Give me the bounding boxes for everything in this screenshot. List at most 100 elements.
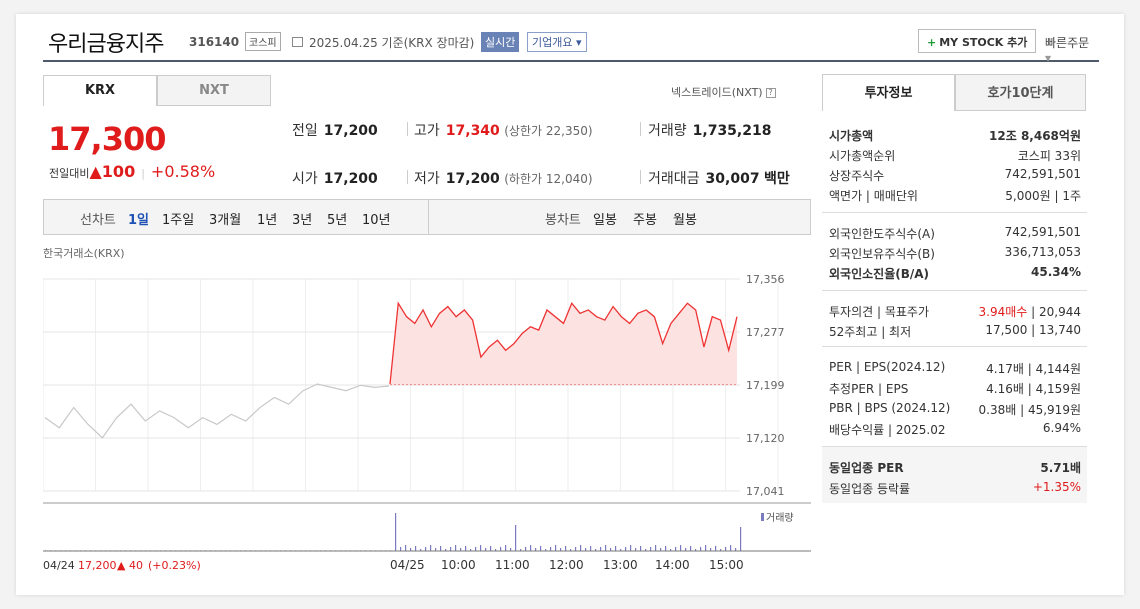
help-icon[interactable]: ? [765, 88, 776, 98]
volume-bar [510, 548, 512, 551]
period-5y[interactable]: 5년 [327, 213, 348, 228]
volume-bar [575, 547, 577, 551]
calendar-icon [292, 37, 303, 47]
period-3y[interactable]: 3년 [292, 213, 313, 228]
volume-bar [650, 547, 652, 551]
info-row: 추정PER | EPS 4.16배 | 4,159원 [829, 382, 1081, 396]
volume-bar [680, 545, 682, 551]
info-row: 액면가 | 매매단위 5,000원 | 1주 [829, 189, 1081, 203]
volume-bar [420, 549, 422, 551]
market-badge: 코스피 [245, 32, 281, 51]
volume-bar [565, 546, 567, 551]
volume-bar [410, 548, 412, 551]
info-row: 시가총액순위 코스피 33위 [829, 149, 1081, 163]
volume-bar [395, 513, 397, 551]
stock-header: 우리금융지주 316140 코스피 2025.04.25 기준(KRX 장마감)… [43, 24, 1099, 65]
info-row: 외국인소진율(B/A) 45.34% [829, 265, 1081, 281]
x-tick-label: 14:00 [655, 558, 690, 572]
volume-bar [660, 548, 662, 551]
period-1d[interactable]: 1일 [128, 213, 150, 228]
volume-bar [540, 546, 542, 551]
volume-bar [675, 547, 677, 551]
company-info-dropdown[interactable]: 기업개요 ▾ [527, 32, 587, 52]
stat-low: 저가 17,200 (하한가 12,040) [414, 171, 593, 187]
chevron-down-icon: ▾ [1045, 51, 1052, 65]
candle-weekly[interactable]: 주봉 [633, 213, 657, 228]
volume-bar [535, 548, 537, 551]
period-10y[interactable]: 10년 [362, 213, 391, 228]
stock-name: 우리금융지주 [48, 32, 164, 57]
volume-bar [520, 549, 522, 551]
volume-bar [525, 547, 527, 551]
volume-bar [610, 548, 612, 551]
volume-bar [480, 545, 482, 551]
volume-bar [580, 545, 582, 551]
volume-bar [545, 549, 547, 551]
tab-nxt[interactable]: NXT [157, 75, 271, 106]
info-row: 52주최고 | 최저 17,500 | 13,740 [829, 323, 1081, 339]
volume-bar [595, 549, 597, 551]
realtime-badge[interactable]: 실시간 [481, 32, 520, 52]
volume-bar [405, 545, 407, 551]
y-tick-label: 17,356 [746, 273, 785, 286]
volume-bar [605, 545, 607, 551]
y-tick-label: 17,120 [746, 432, 785, 445]
volume-bar [490, 546, 492, 551]
volume-bar [495, 549, 497, 551]
my-stock-add-button[interactable]: + MY STOCK 추가 [918, 29, 1037, 53]
volume-bar [415, 546, 417, 551]
info-row: PBR | BPS (2024.12) 0.38배 | 45,919원 [829, 401, 1081, 417]
candle-daily[interactable]: 일봉 [593, 213, 617, 228]
period-3m[interactable]: 3개월 [209, 213, 242, 228]
tab-krx[interactable]: KRX [43, 75, 157, 106]
volume-bar [670, 549, 672, 551]
candle-monthly[interactable]: 월봉 [673, 213, 697, 228]
volume-label: 거래량 [766, 512, 794, 524]
period-1y[interactable]: 1년 [257, 213, 278, 228]
section-divider [822, 212, 1087, 213]
line-chart-label: 선차트 [80, 213, 116, 228]
tab-invest-info[interactable]: 투자정보 [822, 74, 955, 111]
volume-bar [455, 545, 457, 551]
volume-bar [450, 547, 452, 551]
volume-bar [440, 546, 442, 551]
nxt-link[interactable]: 넥스트레이드(NXT)? [671, 84, 776, 100]
x-tick-label: 15:00 [709, 558, 744, 572]
volume-bar [425, 547, 427, 551]
info-row: 외국인한도주식수(A) 742,591,501 [829, 225, 1081, 241]
volume-bar [515, 525, 517, 551]
price-chart[interactable]: 17,356 17,277 17,199 17,120 17,041 거래량 04/25… [43, 273, 811, 577]
volume-bar [435, 548, 437, 551]
x-tick-label: 12:00 [549, 558, 584, 572]
volume-bar [475, 547, 477, 551]
x-tick-label: 11:00 [495, 558, 530, 572]
tab-order-book[interactable]: 호가10단계 [955, 74, 1086, 111]
volume-bar [530, 545, 532, 551]
chevron-down-icon: ▾ [575, 36, 582, 49]
volume-bar [615, 546, 617, 551]
volume-bar [655, 545, 657, 551]
volume-bar [695, 549, 697, 551]
today-line [389, 301, 738, 385]
current-price: 17,300 [48, 120, 166, 158]
volume-bar [725, 547, 727, 551]
info-row: 동일업종 등락률 +1.35% [829, 480, 1081, 496]
period-1w[interactable]: 1주일 [162, 213, 195, 228]
volume-bar [600, 547, 602, 551]
quick-order-button[interactable]: 빠른주문 ▾ [1045, 36, 1090, 65]
footer-date: 04/24 [43, 559, 75, 572]
volume-bar [620, 549, 622, 551]
volume-bar [465, 546, 467, 551]
volume-bar [740, 527, 742, 551]
info-row: 투자의견 | 목표주가 3.94매수 | 20,944 [829, 305, 1081, 319]
chart-source: 한국거래소(KRX) [43, 247, 125, 260]
volume-bar [735, 548, 737, 551]
info-row: 배당수익률 | 2025.02 6.94% [829, 421, 1081, 437]
stat-prev-close: 전일 17,200 [292, 123, 378, 139]
footer-change: 40 [129, 559, 143, 572]
stat-volume: 거래량 1,735,218 [648, 123, 772, 139]
volume-bar [645, 549, 647, 551]
volume-bar [485, 548, 487, 551]
stat-high: 고가 17,340 (상한가 22,350) [414, 123, 593, 139]
up-triangle-icon: ▲ [117, 559, 126, 572]
